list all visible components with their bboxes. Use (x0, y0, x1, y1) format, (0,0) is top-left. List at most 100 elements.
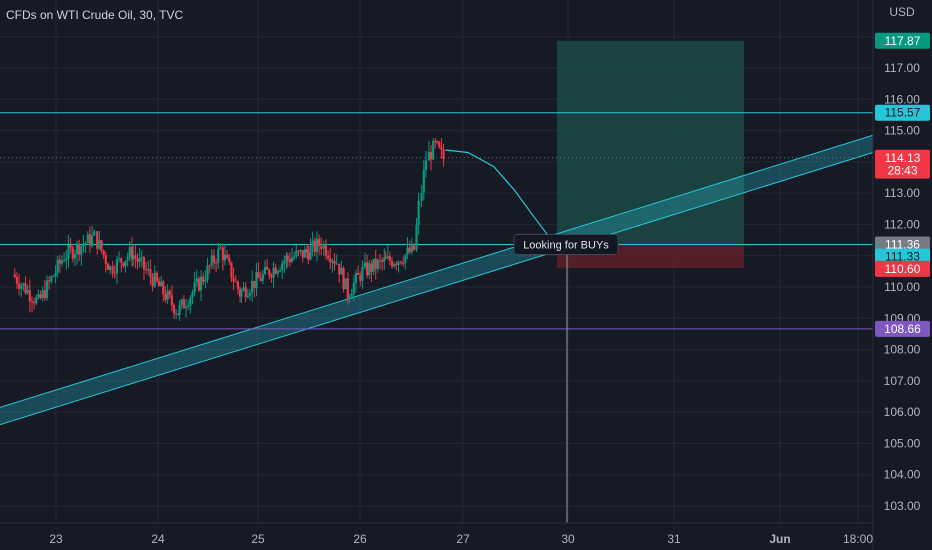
candle-body (151, 277, 154, 287)
candle-body (422, 170, 425, 193)
candle-body (117, 258, 121, 260)
x-tick-label: 23 (49, 532, 63, 546)
candle-body (303, 249, 307, 258)
candle-body (346, 278, 349, 298)
candle-body (395, 264, 398, 266)
candle-body (290, 257, 294, 262)
candle-body (427, 152, 430, 161)
candle-body (180, 299, 183, 306)
candle-body (111, 266, 114, 274)
candle-body (266, 266, 269, 270)
candle-body (33, 302, 36, 304)
candle-body (378, 260, 382, 262)
y-tick-label: 110.00 (884, 280, 920, 294)
candle-body (124, 260, 127, 267)
candle-body (436, 141, 439, 143)
y-tick-label: 107.00 (884, 374, 921, 388)
candle-body (397, 261, 400, 266)
candle-body (178, 305, 181, 315)
candle-body (86, 234, 89, 243)
projection-curve[interactable] (445, 149, 551, 239)
candle-body (15, 276, 19, 284)
candle-body (255, 272, 258, 289)
candle-body (354, 273, 358, 283)
candle-body (293, 256, 296, 258)
x-tick-label: 18:00 (843, 532, 873, 546)
candle-body (331, 260, 334, 263)
candle-body (98, 240, 101, 249)
candle-body (13, 274, 16, 277)
x-tick-label: Jun (769, 532, 790, 546)
annotation-box (513, 233, 619, 255)
candle-body (142, 257, 146, 270)
candle-body (281, 263, 284, 271)
candle-body (309, 246, 312, 260)
candle-body (307, 252, 310, 260)
candle-body (276, 271, 279, 274)
candle-body (22, 283, 25, 286)
candle-body (246, 295, 249, 298)
candle-body (238, 289, 242, 297)
candle-body (350, 294, 353, 297)
candle-body (272, 267, 275, 278)
candle-body (166, 290, 169, 300)
candle-body (102, 250, 105, 256)
candle-body (177, 313, 180, 315)
candle-body (145, 269, 148, 271)
candle-body (248, 292, 252, 296)
candle-body (108, 266, 112, 271)
candle-body (432, 141, 435, 160)
candle-body (175, 313, 178, 315)
candle-body (359, 274, 362, 281)
candle-body (170, 295, 173, 306)
candle-body (286, 255, 289, 259)
trend-channel-upper[interactable] (0, 134, 874, 408)
candle-body (305, 249, 309, 253)
x-tick-label: 25 (251, 532, 265, 546)
annotation-label[interactable]: Looking for BUYs (513, 233, 619, 255)
candle-body (228, 257, 231, 263)
price-badge-text: 115.57 (885, 106, 921, 120)
candle-body (329, 258, 332, 263)
price-badge-bg (875, 248, 930, 265)
candle-body (412, 243, 416, 250)
candle-body (69, 244, 72, 248)
candle-body (320, 246, 323, 249)
candle-body (126, 256, 129, 261)
y-tick-label: 116.00 (884, 92, 920, 106)
candle-body (268, 269, 271, 276)
x-tick-label: 26 (353, 532, 367, 546)
candle-body (187, 305, 190, 307)
candle-body (88, 234, 92, 246)
candle-body (155, 272, 158, 281)
candle-body (221, 247, 224, 261)
price-badge: 28:43 (875, 162, 930, 179)
candle-body (408, 247, 411, 253)
candle-body (50, 276, 53, 282)
candle-body (340, 268, 343, 275)
candle-body (429, 152, 433, 160)
candle-body (199, 276, 203, 291)
candle-body (138, 258, 141, 262)
candle-body (212, 255, 216, 263)
candle-body (54, 272, 57, 277)
candle-body (208, 265, 211, 267)
candle-body (376, 260, 379, 269)
candle-body (132, 255, 135, 260)
price-badge-bg (875, 260, 930, 277)
candle-body (52, 276, 55, 278)
annotation-text: Looking for BUYs (523, 239, 609, 251)
candle-body (75, 243, 79, 254)
trend-channel-lower[interactable] (0, 151, 874, 426)
candle-body (130, 247, 134, 260)
candle-body (338, 263, 341, 275)
price-badge: 114.13 (875, 149, 930, 166)
currency-label: USD (889, 5, 915, 19)
price-badge-bg (875, 162, 930, 179)
trend-channel-fill[interactable] (0, 135, 873, 425)
candle-body (442, 149, 445, 160)
candle-body (404, 254, 407, 264)
target-zone[interactable] (557, 40, 744, 245)
price-badge: 117.87 (875, 32, 930, 49)
